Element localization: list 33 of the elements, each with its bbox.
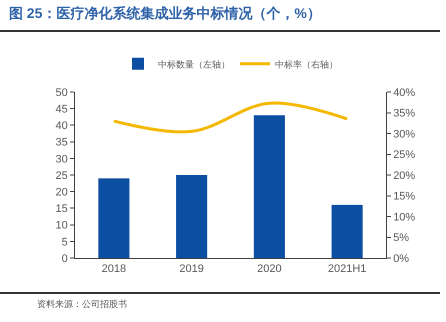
x-tick-label: 2019 — [179, 263, 204, 276]
bar — [176, 175, 208, 258]
y-tick-label: 50 — [56, 86, 68, 99]
y-tick-label: 40 — [56, 120, 68, 132]
y2-tick-label: 25% — [393, 149, 416, 162]
y-tick-label: 35 — [56, 136, 68, 149]
y2-tick-label: 30% — [393, 128, 416, 140]
y2-tick-label: 5% — [393, 232, 410, 244]
bar — [254, 115, 285, 258]
bar — [98, 178, 130, 258]
y-tick-label: 20 — [56, 186, 68, 198]
y-tick-label: 5 — [62, 236, 68, 248]
y2-tick-label: 20% — [393, 170, 416, 182]
y-tick-label: 25 — [56, 170, 68, 182]
x-tick-label: 2021H1 — [328, 263, 366, 276]
y-tick-label: 15 — [56, 203, 68, 216]
y2-tick-label: 10% — [393, 211, 416, 224]
y-tick-label: 10 — [56, 220, 68, 232]
y-tick-label: 0 — [62, 252, 68, 265]
y2-tick-label: 0% — [393, 252, 410, 265]
legend-label: 中标率（右轴） — [275, 59, 338, 70]
bar — [332, 204, 363, 258]
line-series — [112, 102, 349, 134]
legend-label: 中标数量（左轴） — [158, 59, 230, 70]
chart-title: 图 25：医疗净化系统集成业务中标情况（个，%） — [8, 4, 321, 21]
y2-tick-label: 35% — [393, 108, 416, 120]
text: 资料来源：公司招股书 — [37, 299, 127, 309]
y-tick-label: 45 — [56, 103, 68, 116]
y2-tick-label: 40% — [393, 86, 416, 99]
x-tick-label: 2020 — [257, 263, 282, 276]
y-tick-label: 30 — [56, 153, 68, 166]
x-tick-label: 2018 — [102, 263, 126, 276]
y2-tick-label: 15% — [393, 190, 416, 203]
